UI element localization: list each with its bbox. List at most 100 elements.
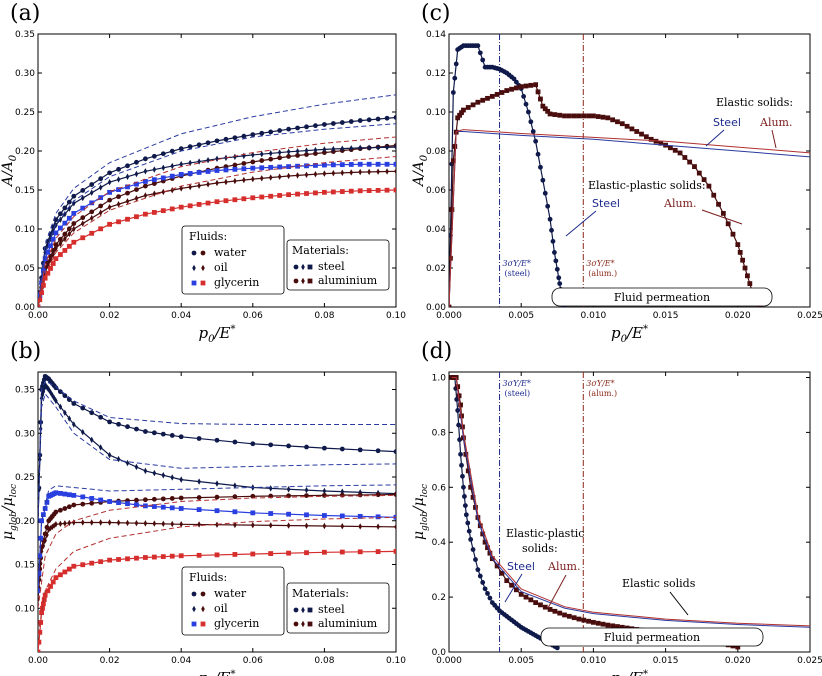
data-point bbox=[348, 188, 354, 194]
data-point bbox=[134, 555, 139, 561]
data-point bbox=[38, 629, 43, 635]
data-point bbox=[470, 494, 476, 500]
data-point bbox=[322, 146, 327, 153]
fluid-permeation-box bbox=[551, 287, 773, 307]
data-point bbox=[161, 164, 166, 171]
data-point bbox=[45, 588, 51, 594]
data-point bbox=[80, 562, 86, 568]
data-point bbox=[71, 492, 77, 498]
data-point bbox=[242, 176, 246, 184]
data-point bbox=[540, 177, 546, 183]
legend-entry-label: aluminium bbox=[318, 617, 378, 630]
legend-marker bbox=[191, 591, 197, 597]
data-point bbox=[50, 391, 55, 399]
y-tick-label: 0.10 bbox=[15, 225, 35, 235]
data-point bbox=[740, 257, 746, 263]
data-point bbox=[615, 624, 620, 629]
x-axis-label: p0/E* bbox=[611, 324, 648, 345]
data-point bbox=[711, 192, 717, 198]
data-point bbox=[552, 112, 558, 117]
data-point bbox=[233, 153, 237, 161]
legend-marker bbox=[200, 591, 206, 597]
data-point bbox=[339, 492, 345, 498]
data-point bbox=[53, 230, 59, 236]
axes-frame bbox=[448, 371, 811, 653]
legend-entry-label: water bbox=[214, 587, 247, 600]
data-point bbox=[80, 205, 86, 211]
data-point bbox=[480, 580, 486, 585]
data-point bbox=[107, 499, 112, 504]
data-point bbox=[528, 597, 534, 603]
data-point bbox=[178, 146, 184, 152]
data-point bbox=[62, 491, 68, 497]
data-point bbox=[89, 560, 95, 566]
data-point bbox=[42, 385, 47, 392]
data-point bbox=[143, 156, 148, 162]
data-point bbox=[42, 592, 48, 598]
data-point bbox=[151, 554, 157, 560]
legend-fluids-box bbox=[181, 225, 285, 295]
data-point bbox=[134, 463, 139, 471]
data-point bbox=[125, 163, 130, 169]
data-point bbox=[295, 153, 300, 158]
data-point bbox=[455, 115, 461, 121]
data-point bbox=[542, 190, 548, 196]
data-point bbox=[550, 238, 556, 244]
data-point bbox=[268, 174, 273, 181]
data-point bbox=[107, 519, 112, 526]
data-point bbox=[459, 462, 464, 468]
data-point bbox=[125, 190, 130, 196]
data-point bbox=[499, 90, 505, 95]
data-point bbox=[277, 128, 283, 133]
y-tick-label: 0.6 bbox=[432, 483, 447, 493]
data-point bbox=[233, 482, 237, 489]
data-point bbox=[393, 492, 396, 497]
data-point bbox=[80, 428, 85, 436]
data-point bbox=[485, 95, 490, 101]
legend-marker bbox=[200, 621, 206, 627]
data-point bbox=[330, 162, 336, 168]
data-point bbox=[169, 148, 175, 154]
x-tick-label: 0.010 bbox=[581, 311, 607, 321]
data-point bbox=[134, 195, 139, 202]
legend-marker bbox=[301, 277, 305, 285]
data-point bbox=[160, 208, 166, 214]
data-point bbox=[80, 501, 86, 507]
x-tick-label: 0.10 bbox=[386, 656, 406, 666]
data-point bbox=[233, 177, 237, 185]
data-point bbox=[465, 105, 471, 110]
data-point bbox=[535, 151, 541, 157]
data-point bbox=[50, 236, 56, 242]
data-point bbox=[196, 552, 202, 558]
x-tick-label: 0.025 bbox=[797, 311, 822, 321]
data-point bbox=[152, 469, 157, 477]
data-point bbox=[571, 615, 577, 621]
data-point bbox=[286, 522, 291, 529]
data-point bbox=[521, 94, 527, 99]
data-point bbox=[322, 492, 327, 498]
data-point bbox=[322, 549, 327, 555]
y-tick-label: 0.20 bbox=[15, 517, 35, 527]
data-point bbox=[98, 203, 104, 209]
data-point bbox=[116, 455, 121, 463]
data-point bbox=[304, 171, 309, 178]
legend-materials-box bbox=[286, 582, 390, 634]
data-point bbox=[533, 138, 539, 144]
data-point bbox=[143, 429, 148, 434]
data-point bbox=[179, 161, 183, 168]
data-point bbox=[116, 421, 121, 427]
data-point bbox=[459, 110, 464, 116]
data-point bbox=[466, 528, 472, 534]
data-point bbox=[214, 437, 220, 443]
data-point bbox=[610, 623, 616, 629]
data-point bbox=[304, 124, 309, 130]
x-tick-label: 0.10 bbox=[386, 311, 406, 321]
data-point bbox=[134, 214, 139, 220]
data-point bbox=[487, 595, 493, 601]
data-point bbox=[107, 203, 112, 211]
data-point bbox=[89, 500, 95, 506]
panel-label: (b) bbox=[10, 339, 41, 364]
data-point bbox=[286, 486, 291, 493]
data-point bbox=[286, 126, 291, 132]
data-point bbox=[357, 549, 363, 555]
